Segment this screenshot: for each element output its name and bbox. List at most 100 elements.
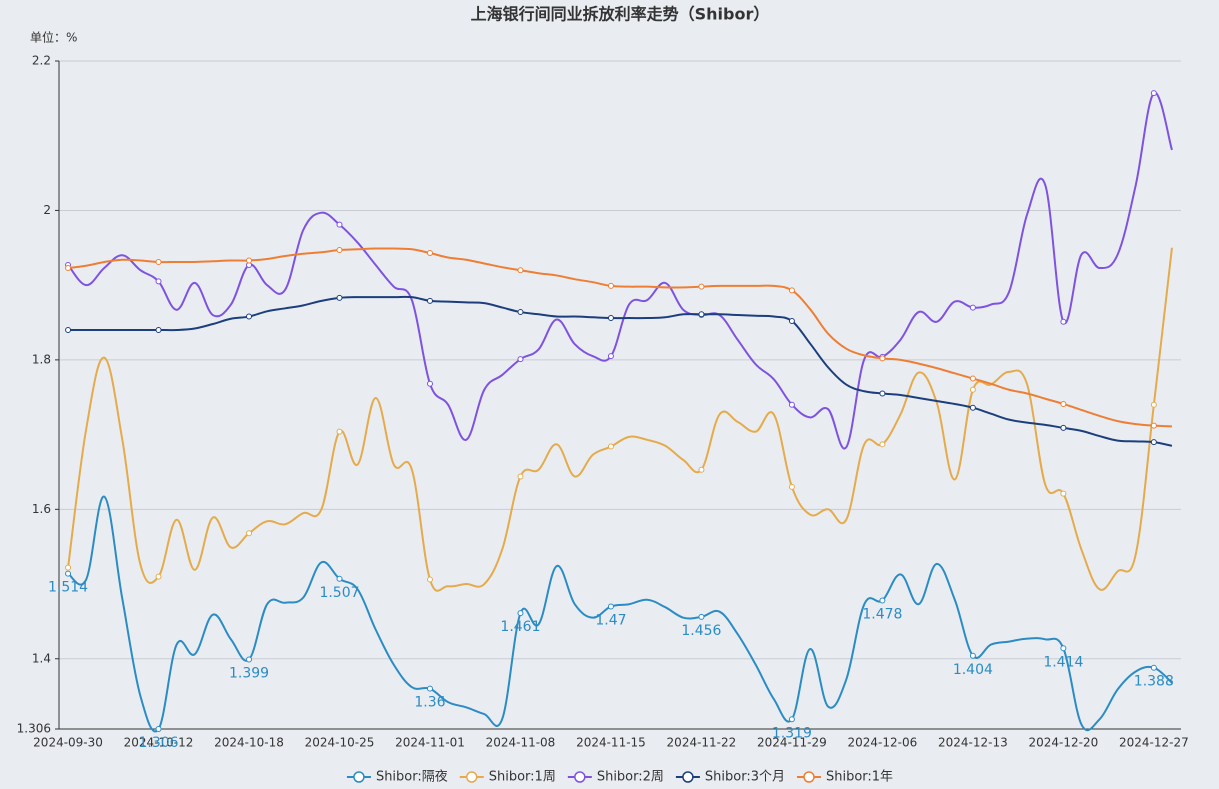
- point-marker: [698, 466, 705, 473]
- point-marker: [1060, 490, 1067, 497]
- point-marker: [879, 355, 886, 362]
- point-marker: [336, 294, 343, 301]
- legend-item: Shibor:1周: [459, 770, 556, 785]
- x-tick-label: 2024-11-15: [576, 736, 646, 750]
- x-tick-label: 2024-11-22: [667, 736, 737, 750]
- data-label: 1.399: [229, 666, 269, 682]
- point-marker: [607, 315, 614, 322]
- legend-swatch: [682, 771, 694, 783]
- y-axis-unit: 单位：%: [30, 30, 77, 45]
- point-marker: [969, 304, 976, 311]
- data-label: 1.478: [862, 606, 902, 622]
- point-marker: [155, 258, 162, 265]
- legend-swatch: [574, 771, 586, 783]
- legend-label: Shibor:2周: [597, 770, 664, 785]
- x-tick-label: 2024-10-25: [305, 736, 375, 750]
- series-layer: [65, 90, 1173, 733]
- point-marker: [879, 441, 886, 448]
- point-marker: [65, 326, 72, 333]
- point-marker: [426, 685, 433, 692]
- point-marker: [1060, 400, 1067, 407]
- y-tick-label: 1.8: [32, 352, 51, 366]
- point-marker: [517, 473, 524, 480]
- legend-item: Shibor:1年: [796, 770, 893, 785]
- legend-label: Shibor:1周: [489, 770, 556, 785]
- point-marker: [1150, 401, 1157, 408]
- point-marker: [698, 283, 705, 290]
- point-marker: [517, 610, 524, 617]
- point-marker: [155, 326, 162, 333]
- point-marker: [336, 428, 343, 435]
- data-label: 1.404: [953, 662, 993, 678]
- data-label: 1.388: [1134, 674, 1174, 690]
- point-marker: [336, 247, 343, 254]
- point-marker: [246, 257, 253, 264]
- point-marker: [607, 603, 614, 610]
- x-tick-label: 2024-10-18: [214, 736, 284, 750]
- x-tick-label: 2024-12-13: [938, 736, 1008, 750]
- chart-title: 上海银行间同业拆放利率走势（Shibor）: [471, 5, 770, 24]
- legend-item: Shibor:2周: [567, 770, 664, 785]
- legend-label: Shibor:1年: [826, 770, 893, 785]
- y-tick-label: 2: [43, 203, 51, 217]
- y-tick-label: 1.306: [17, 722, 51, 736]
- point-marker: [607, 353, 614, 360]
- point-marker: [246, 530, 253, 537]
- data-label: 1.461: [500, 619, 540, 635]
- point-marker: [879, 597, 886, 604]
- point-marker: [426, 380, 433, 387]
- data-label: 1.319: [772, 725, 812, 741]
- point-marker: [517, 267, 524, 274]
- data-label: 1.47: [595, 612, 626, 628]
- legend-swatch: [353, 771, 365, 783]
- point-marker: [426, 250, 433, 257]
- legend-item: Shibor:3个月: [675, 770, 785, 785]
- legend-label: Shibor:3个月: [705, 770, 785, 785]
- point-marker: [607, 282, 614, 289]
- data-label: 1.36: [414, 695, 445, 711]
- series-line: [67, 247, 1173, 592]
- data-label: 1.456: [681, 623, 721, 639]
- y-tick-label: 1.6: [32, 502, 51, 516]
- point-marker: [698, 613, 705, 620]
- point-marker: [517, 356, 524, 363]
- x-tick-label: 2024-12-27: [1119, 736, 1189, 750]
- point-marker: [426, 576, 433, 583]
- point-marker: [246, 656, 253, 663]
- point-marker: [788, 483, 795, 490]
- point-marker: [155, 278, 162, 285]
- point-marker: [336, 221, 343, 228]
- point-marker: [1060, 424, 1067, 431]
- legend-label: Shibor:隔夜: [376, 770, 448, 785]
- x-tick-label: 2024-10-12: [124, 736, 194, 750]
- point-marker: [879, 390, 886, 397]
- x-tick-label: 2024-11-01: [395, 736, 465, 750]
- legend-item: Shibor:隔夜: [346, 770, 448, 785]
- x-tick-label: 2024-12-06: [848, 736, 918, 750]
- point-marker: [65, 264, 72, 271]
- point-marker: [1150, 90, 1157, 97]
- point-marker: [336, 575, 343, 582]
- x-tick-label: 2024-11-29: [757, 736, 827, 750]
- point-marker: [788, 716, 795, 723]
- point-marker: [517, 309, 524, 316]
- point-marker: [1150, 422, 1157, 429]
- y-tick-label: 2.2: [32, 54, 51, 68]
- point-marker: [788, 318, 795, 325]
- series-line: [67, 92, 1173, 450]
- point-marker: [1060, 318, 1067, 325]
- point-marker: [246, 313, 253, 320]
- point-marker: [969, 652, 976, 659]
- point-marker: [65, 570, 72, 577]
- point-marker: [969, 404, 976, 411]
- x-tick-label: 2024-12-20: [1028, 736, 1098, 750]
- data-label: 1.507: [319, 585, 359, 601]
- point-marker: [65, 564, 72, 571]
- point-marker: [155, 726, 162, 732]
- point-marker: [155, 573, 162, 580]
- y-tick-label: 1.4: [32, 651, 51, 665]
- point-marker: [426, 297, 433, 304]
- data-label: 1.306: [138, 735, 178, 751]
- data-label: 1.414: [1043, 654, 1083, 670]
